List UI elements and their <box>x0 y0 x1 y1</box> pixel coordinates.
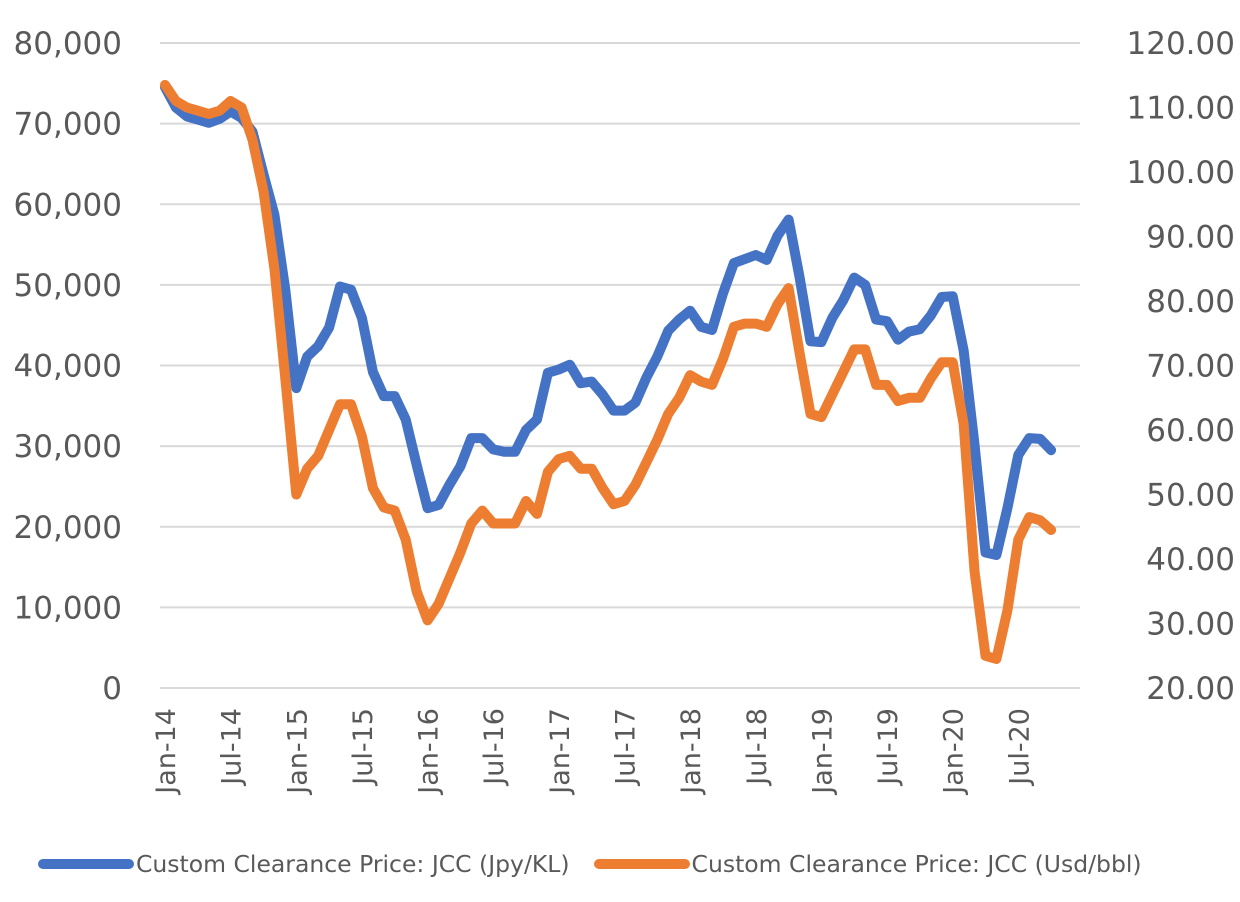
x-tick-label: Jul-17 <box>610 708 641 787</box>
y2-tick-label: 20.00 <box>1146 671 1235 707</box>
y-tick-label: 30,000 <box>14 429 122 465</box>
y-tick-label: 50,000 <box>14 268 122 304</box>
x-tick-label: Jan-17 <box>545 708 576 796</box>
y-tick-label: 60,000 <box>14 187 122 223</box>
x-tick-label: Jan-18 <box>676 708 707 796</box>
y-tick-label: 40,000 <box>14 349 122 385</box>
y2-tick-label: 110.00 <box>1127 91 1235 127</box>
x-tick-label: Jul-14 <box>217 708 248 787</box>
y-tick-label: 70,000 <box>14 107 122 143</box>
legend-swatch-jpy <box>38 859 134 869</box>
x-tick-label: Jul-19 <box>873 708 904 787</box>
legend-item-usd: Custom Clearance Price: JCC (Usd/bbl) <box>593 850 1142 878</box>
series-lines <box>160 79 1057 664</box>
y-tick-label: 10,000 <box>14 590 122 626</box>
legend-label-usd: Custom Clearance Price: JCC (Usd/bbl) <box>691 850 1142 878</box>
y-tick-label: 20,000 <box>14 510 122 546</box>
y2-tick-label: 90.00 <box>1146 220 1235 256</box>
x-tick-label: Jan-19 <box>807 708 838 796</box>
y2-tick-label: 30.00 <box>1146 607 1235 643</box>
y-tick-label: 80,000 <box>14 26 122 62</box>
x-tick-label: Jan-20 <box>939 708 970 796</box>
legend: Custom Clearance Price: JCC (Jpy/KL) Cus… <box>38 850 1146 878</box>
series-line-jpy <box>160 82 1057 560</box>
y-tick-label: 0 <box>102 671 122 707</box>
y2-tick-label: 120.00 <box>1127 26 1235 62</box>
right-y-axis: 20.00 30.00 40.00 50.00 60.00 70.00 80.00 90.00… <box>1127 26 1235 707</box>
x-tick-label: Jan-14 <box>151 708 182 796</box>
series-line-usd <box>160 79 1057 664</box>
y2-tick-label: 60.00 <box>1146 413 1235 449</box>
gridlines <box>160 42 1080 689</box>
left-y-axis: 0 10,000 20,000 30,000 40,000 50,000 60,000 70,… <box>14 26 122 707</box>
legend-label-jpy: Custom Clearance Price: JCC (Jpy/KL) <box>136 850 570 878</box>
legend-item-jpy: Custom Clearance Price: JCC (Jpy/KL) <box>38 850 570 878</box>
legend-swatch-usd <box>593 859 690 869</box>
x-tick-label: Jan-16 <box>414 708 445 796</box>
x-tick-label: Jan-15 <box>282 708 313 796</box>
y2-tick-label: 80.00 <box>1146 284 1235 320</box>
y2-tick-label: 70.00 <box>1146 349 1235 385</box>
x-tick-label: Jul-18 <box>742 708 773 787</box>
y2-tick-label: 40.00 <box>1146 542 1235 578</box>
y2-tick-label: 50.00 <box>1146 478 1235 514</box>
x-tick-label: Jul-15 <box>348 708 379 787</box>
x-tick-label: Jul-20 <box>1004 708 1035 787</box>
x-axis: Jan-14 Jul-14 Jan-15 Jul-15 Jan-16 Jul-16 Jan-… <box>151 708 1035 796</box>
y2-tick-label: 100.00 <box>1127 155 1235 191</box>
x-tick-label: Jul-16 <box>479 708 510 787</box>
